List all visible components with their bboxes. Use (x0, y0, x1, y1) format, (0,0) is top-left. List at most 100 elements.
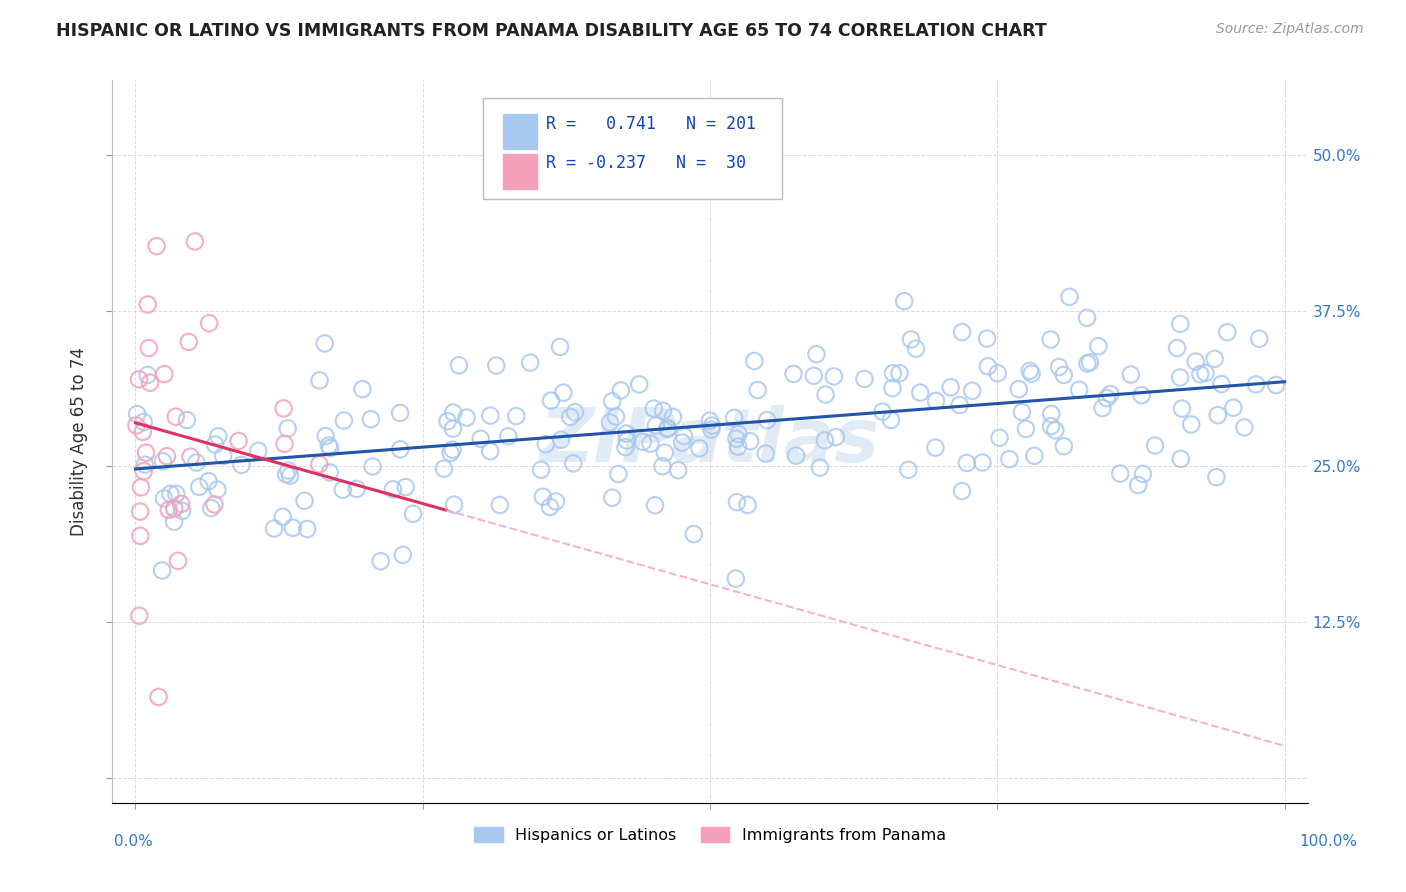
Point (553, 385, 575, 400)
Point (654, 445, 676, 459)
Point (727, 440, 749, 454)
Point (1184, 354, 1206, 368)
Point (1249, 332, 1271, 346)
Point (882, 381, 904, 395)
Point (1204, 351, 1226, 366)
Point (129, 480, 152, 494)
Point (129, 529, 152, 543)
Point (725, 432, 748, 446)
Point (207, 429, 229, 443)
Point (456, 410, 478, 425)
Point (436, 414, 458, 428)
Point (1109, 467, 1132, 481)
Point (439, 446, 461, 460)
Point (297, 522, 319, 536)
Point (550, 433, 572, 447)
Point (756, 413, 779, 427)
Point (228, 434, 250, 448)
Point (479, 409, 502, 423)
Point (785, 449, 807, 463)
Point (263, 522, 285, 536)
Point (614, 426, 637, 441)
Point (157, 503, 180, 517)
Point (616, 434, 638, 448)
Point (470, 432, 492, 446)
Point (333, 413, 356, 427)
Point (443, 498, 465, 512)
Point (972, 456, 994, 470)
Point (808, 460, 831, 475)
Point (671, 435, 693, 450)
Point (488, 498, 510, 512)
Point (531, 490, 554, 504)
Point (132, 425, 155, 439)
Point (153, 491, 176, 506)
Point (1015, 422, 1038, 436)
Point (352, 382, 374, 396)
Point (988, 431, 1011, 445)
Point (1091, 401, 1114, 415)
Point (1144, 438, 1167, 452)
Point (1170, 451, 1192, 466)
Point (402, 507, 425, 521)
Point (825, 430, 848, 444)
Point (1171, 401, 1194, 416)
Point (723, 411, 745, 425)
Text: HISPANIC OR LATINO VS IMMIGRANTS FROM PANAMA DISABILITY AGE 65 TO 74 CORRELATION: HISPANIC OR LATINO VS IMMIGRANTS FROM PA… (56, 22, 1047, 40)
Point (479, 444, 502, 458)
Point (880, 413, 903, 427)
Point (1265, 378, 1288, 392)
Point (1194, 366, 1216, 380)
Point (628, 377, 651, 392)
Point (172, 504, 194, 518)
Point (1076, 310, 1098, 325)
Point (1078, 355, 1101, 369)
Point (136, 297, 159, 311)
Point (1222, 401, 1244, 415)
Point (538, 500, 561, 514)
Point (724, 572, 747, 586)
Point (281, 521, 304, 535)
Point (132, 464, 155, 478)
Point (544, 494, 567, 508)
Point (806, 347, 828, 361)
Point (447, 359, 470, 373)
FancyBboxPatch shape (503, 154, 537, 189)
Point (1130, 388, 1153, 402)
Point (742, 354, 765, 368)
Point (1045, 423, 1067, 437)
Point (904, 342, 927, 356)
Point (889, 366, 911, 380)
Point (204, 497, 226, 511)
Point (441, 405, 464, 419)
Point (294, 493, 316, 508)
Point (231, 458, 253, 472)
Point (360, 412, 382, 426)
Point (1024, 449, 1046, 463)
Point (682, 527, 704, 541)
Point (125, 418, 148, 433)
Point (657, 422, 679, 436)
Point (605, 409, 627, 424)
Point (1087, 339, 1109, 353)
Point (666, 463, 689, 477)
Point (128, 608, 150, 623)
Point (1180, 417, 1202, 432)
Point (138, 341, 160, 355)
Legend: Hispanics or Latinos, Immigrants from Panama: Hispanics or Latinos, Immigrants from Pa… (467, 820, 953, 849)
Point (308, 457, 330, 471)
Point (176, 413, 198, 427)
Point (1205, 470, 1227, 484)
Text: R = -0.237   N =  30: R = -0.237 N = 30 (547, 154, 747, 172)
Point (129, 505, 152, 519)
Point (960, 384, 983, 398)
Point (186, 456, 208, 470)
Point (180, 450, 202, 464)
Point (1021, 367, 1043, 381)
Point (782, 367, 804, 381)
Point (534, 437, 557, 451)
Point (976, 332, 998, 346)
Point (1189, 368, 1212, 382)
Point (247, 443, 270, 458)
Point (699, 414, 721, 428)
